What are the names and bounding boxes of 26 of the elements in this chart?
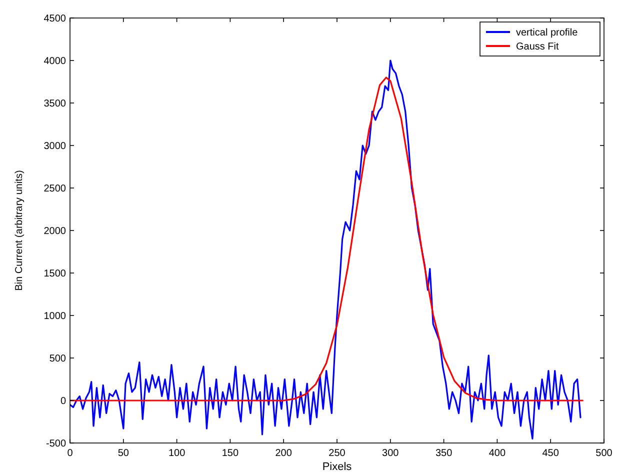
y-tick-label: 0: [60, 396, 66, 407]
y-tick-label: 3500: [44, 98, 66, 110]
y-tick-label: 2500: [44, 184, 66, 194]
y-tick-label: 500: [49, 354, 66, 364]
x-tick-label: 100: [168, 448, 186, 459]
x-tick-label: 300: [382, 448, 400, 459]
y-tick-label: 1000: [44, 311, 66, 322]
legend-label: vertical profile: [516, 28, 578, 38]
x-tick-label: 250: [328, 448, 346, 459]
x-tick-label: 500: [596, 448, 613, 459]
y-tick-label: 3000: [44, 141, 66, 152]
x-tick-label: 450: [542, 448, 560, 459]
y-tick-label: 1500: [44, 268, 66, 280]
y-tick-label: 2000: [44, 226, 66, 237]
x-tick-label: 350: [435, 448, 453, 459]
x-tick-label: 400: [488, 448, 506, 459]
x-tick-label: 200: [275, 448, 292, 459]
x-tick-label: 50: [118, 448, 130, 459]
y-tick-label: 4500: [44, 14, 66, 24]
y-tick-label: -500: [46, 438, 66, 450]
x-axis-title: Pixels: [322, 461, 352, 473]
y-tick-label: 4000: [44, 56, 66, 67]
y-axis-title: Bin Current (arbitrary units): [14, 170, 25, 291]
legend-label: Gauss Fit: [516, 42, 560, 52]
x-tick-label: 0: [67, 448, 74, 459]
x-tick-label: 150: [222, 448, 239, 459]
